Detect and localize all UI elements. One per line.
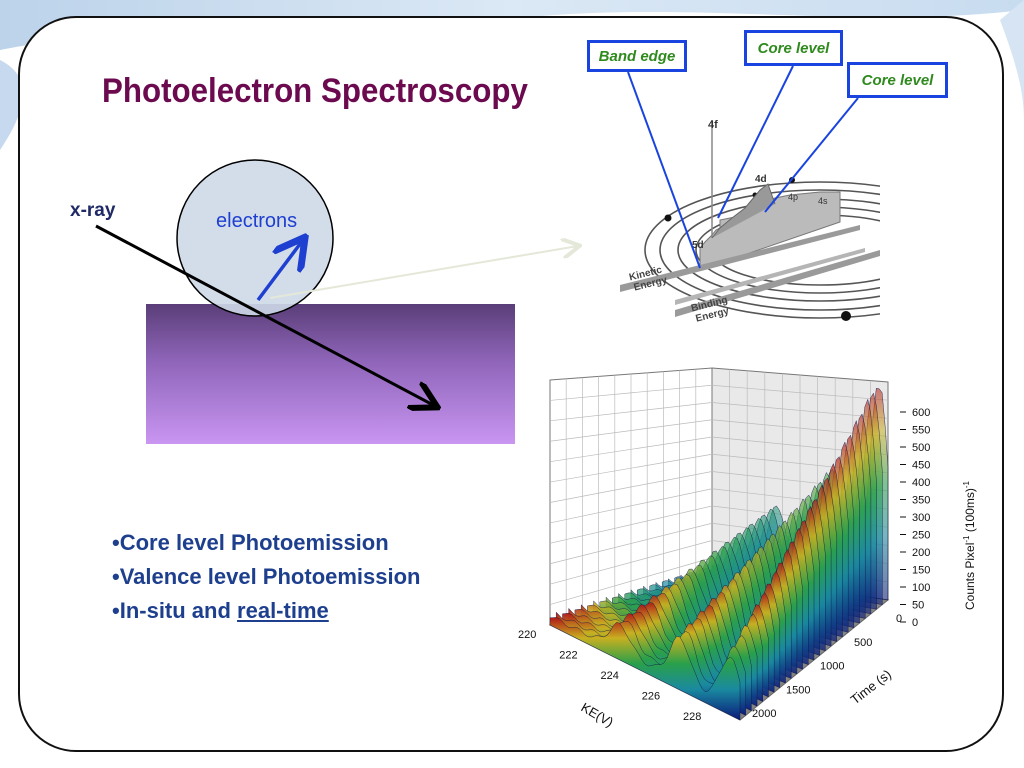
y-axis-label: Time (s) [848,666,894,707]
callout-band-edge: Band edge [587,40,687,72]
y-tick-label: 1500 [786,684,810,696]
surface-plot: 0 50 100 150 200 250 300 350 400 450 500 550 600 220… [518,367,977,730]
z-tick-label: 150 [912,565,930,577]
callout-core-level-2: Core level [847,62,948,98]
label-4p: 4p [788,192,798,202]
bullet-list: •Core level Photoemission •Valence level… [112,526,432,628]
x-tick-label: 228 [683,711,701,723]
z-tick-label: 300 [912,512,930,524]
analyzer-pointer-arrow [269,246,578,299]
x-tick-label: 224 [601,670,619,682]
x-tick-label: 220 [518,629,536,641]
xray-beam-arrow [95,224,435,406]
electrons-label: electrons [216,210,298,232]
label-4d: 4d [755,174,767,185]
z-tick-label: 100 [912,582,930,594]
xray-label: x-ray [70,200,116,221]
x-tick-label: 226 [642,691,660,703]
surface-slice [549,617,741,721]
energy-level-diagram: 4f 4d 4p 4s 5d Kinetic Energy Binding En… [620,119,880,325]
z-tick-label: 350 [912,495,930,507]
x-tick-label: 222 [559,650,577,662]
z-tick-label: 0 [912,617,918,629]
z-tick-label: 250 [912,530,930,542]
slide-title: Photoelectron Spectroscopy [102,72,528,110]
callout-core-level-1: Core level [744,30,843,66]
z-tick-label: 200 [912,547,930,559]
bullet-item: •In-situ and real-time [112,598,329,623]
bullet-item: •Valence level Photoemission [112,564,421,589]
y-tick-label: 1000 [820,661,844,673]
z-tick-label: 600 [912,407,930,419]
label-5d: 5d [692,240,704,251]
z-tick-label: 550 [912,425,930,437]
sample-slab [146,304,515,444]
z-tick-label: 50 [912,600,924,612]
y-tick-label: 0 [896,613,902,625]
label-4s: 4s [818,196,828,206]
real-time-link: real-time [237,598,329,623]
y-tick-label: 2000 [752,708,776,720]
z-tick-label: 450 [912,460,930,472]
electron-cloud-circle [176,159,334,317]
label-4f: 4f [708,119,718,131]
z-tick-label: 400 [912,477,930,489]
z-tick-label: 500 [912,442,930,454]
z-axis-label: Counts Pixel-1 (100ms)-1 [962,480,977,610]
electron-emission-arrow [256,240,303,302]
x-axis-label: KE(V) [579,700,617,730]
bullet-item: •Core level Photoemission [112,530,389,555]
y-tick-label: 500 [854,637,872,649]
